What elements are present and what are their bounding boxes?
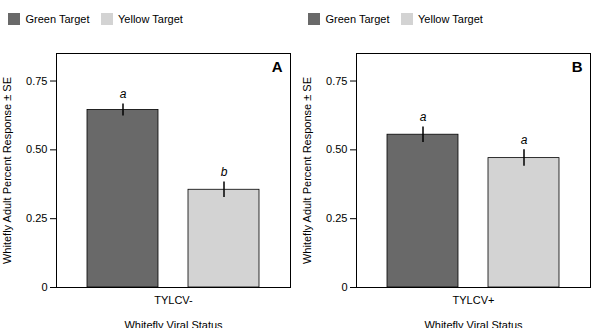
svg-text:Whitefly Adult Percent Respons: Whitefly Adult Percent Response ± SE: [301, 76, 313, 263]
svg-text:a: a: [420, 110, 427, 124]
svg-text:Whitefly Adult Percent Respons: Whitefly Adult Percent Response ± SE: [1, 76, 13, 263]
html-text:Green Target: Green Target: [325, 12, 390, 25]
svg-text:TYLCV+: TYLCV+: [453, 294, 495, 306]
svg-text:0.50: 0.50: [26, 143, 47, 155]
svg-text:a: a: [521, 132, 528, 146]
svg-text:0.25: 0.25: [326, 212, 347, 224]
html-text:Green Target: Green Target: [25, 12, 90, 25]
svg-text:a: a: [120, 86, 127, 100]
svg-text:0.75: 0.75: [326, 74, 347, 86]
svg-text:A: A: [272, 58, 283, 75]
svg-text:0.25: 0.25: [26, 212, 47, 224]
svg-text:Whitefly Viral Status: Whitefly Viral Status: [424, 318, 523, 328]
html-text:Yellow Target: Yellow Target: [418, 12, 483, 25]
svg-text:B: B: [572, 58, 583, 75]
svg-text:b: b: [221, 165, 228, 179]
svg-text:Whitefly Viral Status: Whitefly Viral Status: [124, 318, 223, 328]
svg-text:TYLCV-: TYLCV-: [154, 294, 193, 306]
svg-text:0: 0: [41, 281, 47, 293]
svg-text:0: 0: [341, 281, 347, 293]
svg-text:0.50: 0.50: [326, 143, 347, 155]
svg-text:0.75: 0.75: [26, 74, 47, 86]
html-text:Yellow Target: Yellow Target: [118, 12, 183, 25]
